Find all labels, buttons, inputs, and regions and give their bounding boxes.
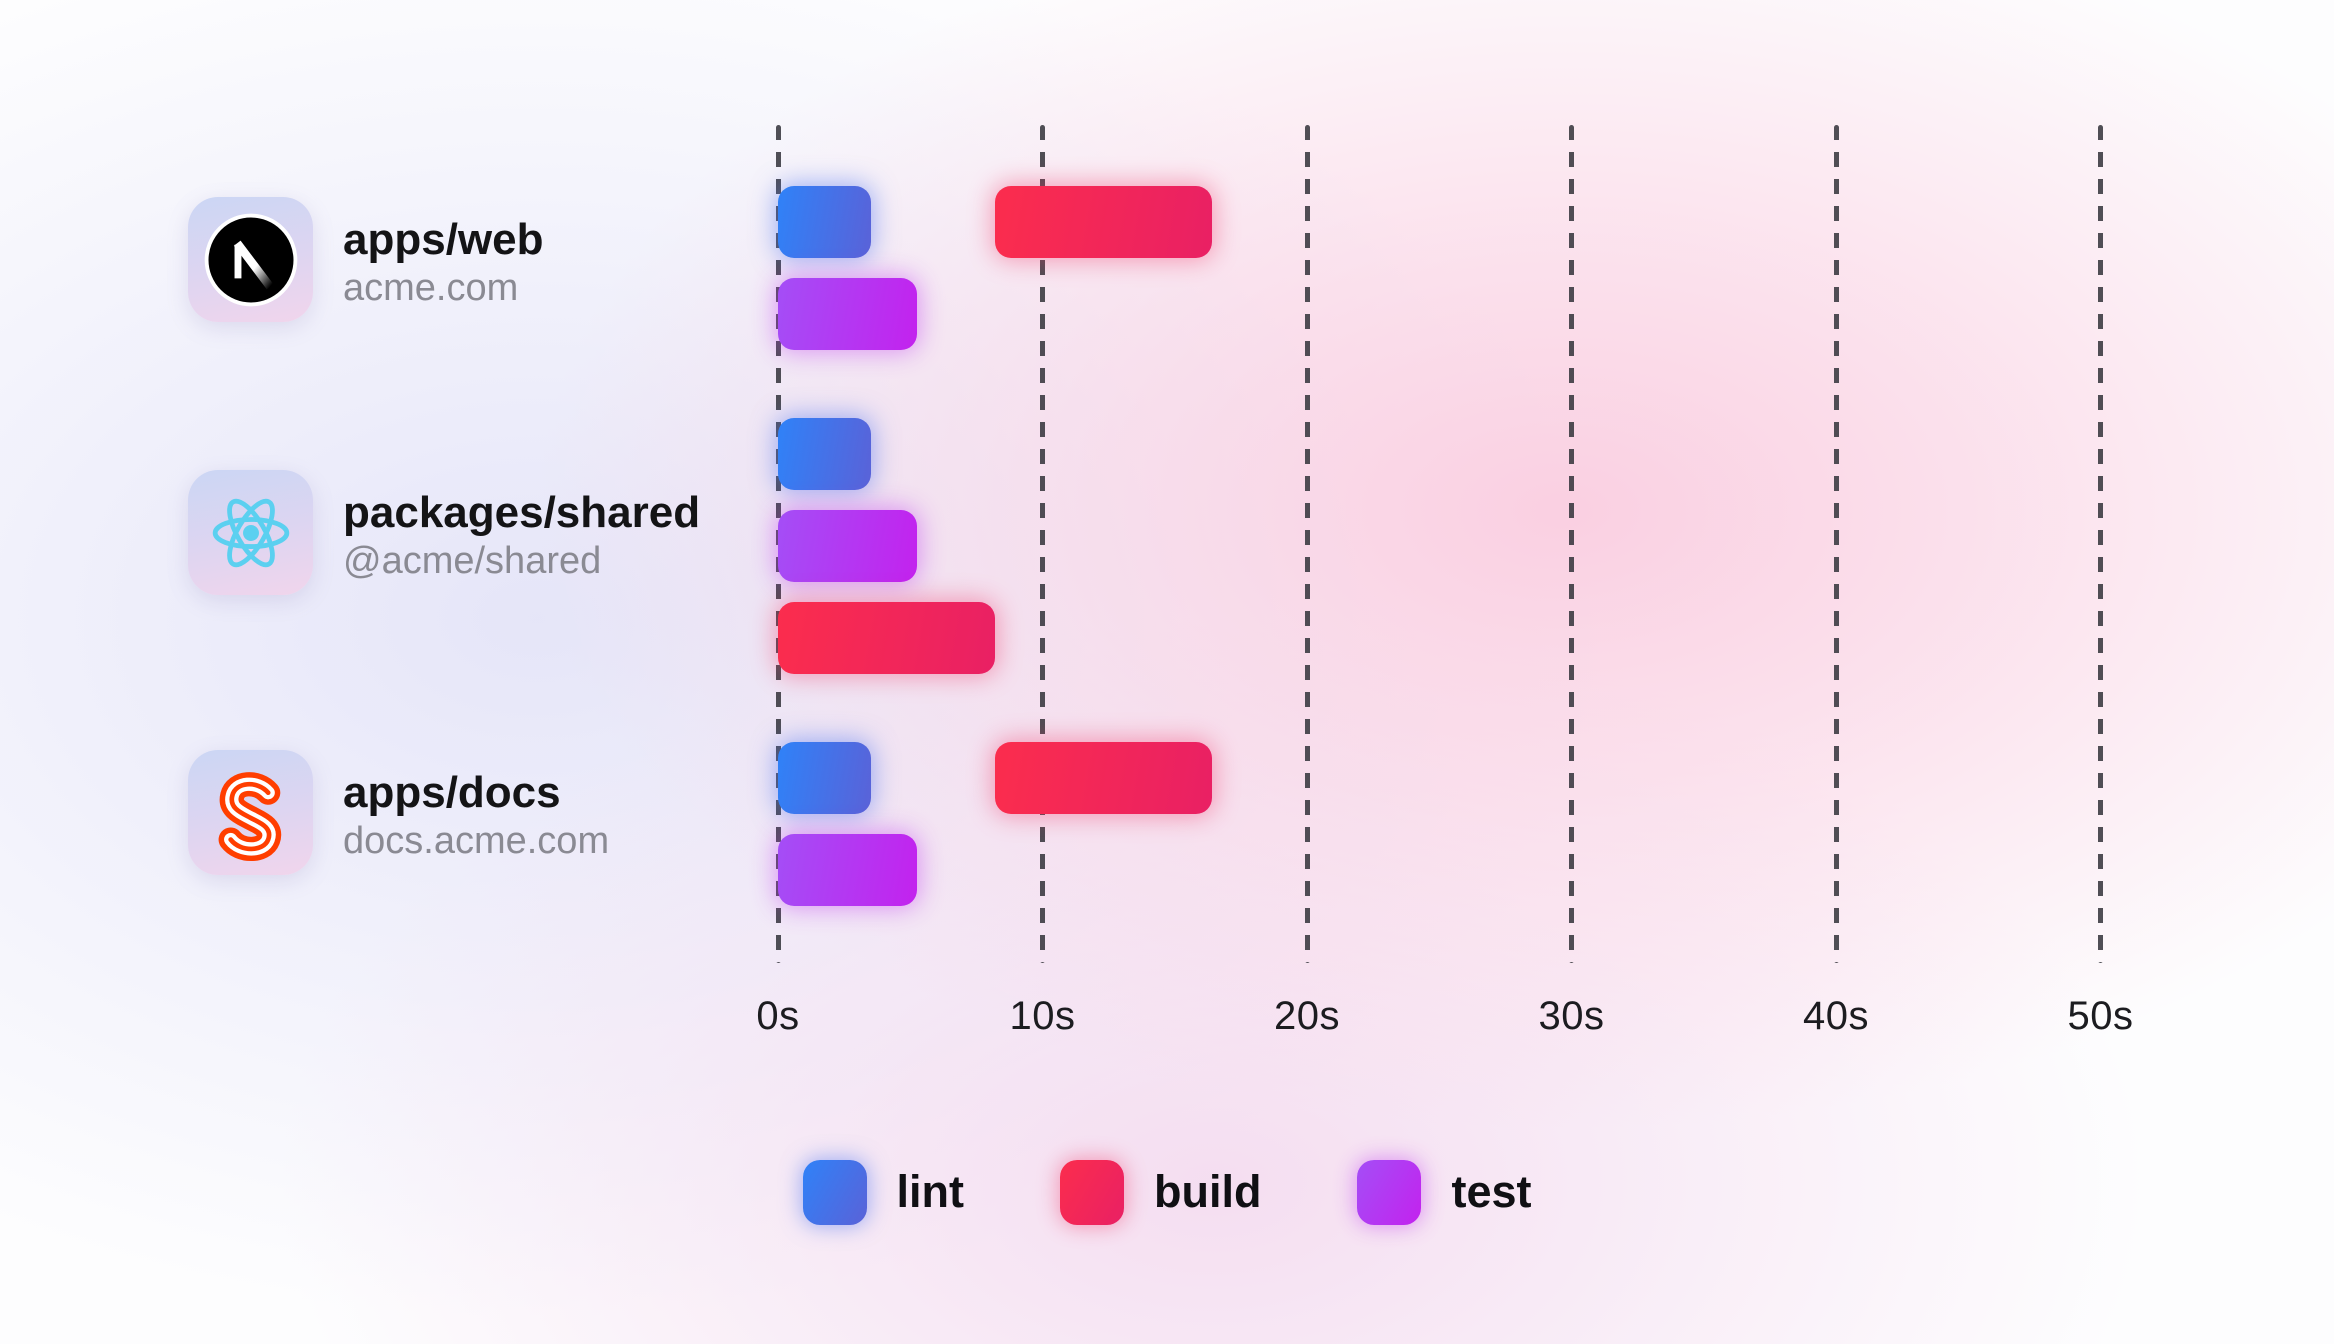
task-bar-build: [778, 602, 995, 674]
legend-item-lint: lint: [802, 1159, 964, 1225]
legend-label: test: [1451, 1166, 1532, 1217]
axis-tick-label: 50s: [2067, 994, 2134, 1038]
axis-tick-label: 20s: [1274, 994, 1340, 1038]
nextjs-icon: [204, 213, 297, 306]
package-subtitle: acme.com: [343, 267, 519, 309]
task-bar-test: [778, 834, 917, 906]
svelte-icon: [218, 771, 281, 861]
legend-label: lint: [896, 1166, 964, 1217]
package-tile-packages-shared: [188, 470, 313, 595]
axis-tick-label: 40s: [1803, 994, 1869, 1038]
package-name: apps/docs: [343, 768, 561, 817]
task-bar-build: [994, 186, 1212, 258]
axis-tick-label: 10s: [1009, 994, 1076, 1038]
gridline-50s: [2098, 125, 2103, 963]
axis-tick-label: 30s: [1538, 994, 1605, 1038]
package-name: packages/shared: [343, 488, 701, 537]
gridline-20s: [1304, 125, 1310, 963]
task-bar-test: [778, 510, 917, 582]
task-bar-lint: [778, 418, 871, 490]
legend-label: build: [1153, 1166, 1262, 1217]
legend-swatch-lint: [802, 1159, 867, 1225]
axis-tick-label: 0s: [756, 994, 800, 1038]
legend: lint build test: [0, 1152, 2334, 1232]
package-tile-apps-web: [188, 197, 313, 322]
package-tile-apps-docs: [188, 750, 313, 875]
task-bar-lint: [778, 186, 871, 258]
package-subtitle: @acme/shared: [343, 540, 602, 582]
gridline-40s: [1833, 125, 1839, 963]
legend-item-build: build: [1059, 1159, 1262, 1225]
task-bar-test: [778, 278, 917, 350]
react-icon: [212, 498, 289, 567]
legend-swatch-test: [1357, 1159, 1422, 1225]
task-bar-lint: [778, 742, 871, 814]
package-subtitle: docs.acme.com: [343, 820, 610, 862]
task-bar-build: [994, 742, 1212, 814]
gridline-30s: [1569, 125, 1574, 963]
legend-item-test: test: [1357, 1159, 1532, 1225]
legend-swatch-build: [1059, 1159, 1124, 1225]
package-name: apps/web: [343, 215, 544, 264]
gridline-10s: [1040, 125, 1045, 963]
